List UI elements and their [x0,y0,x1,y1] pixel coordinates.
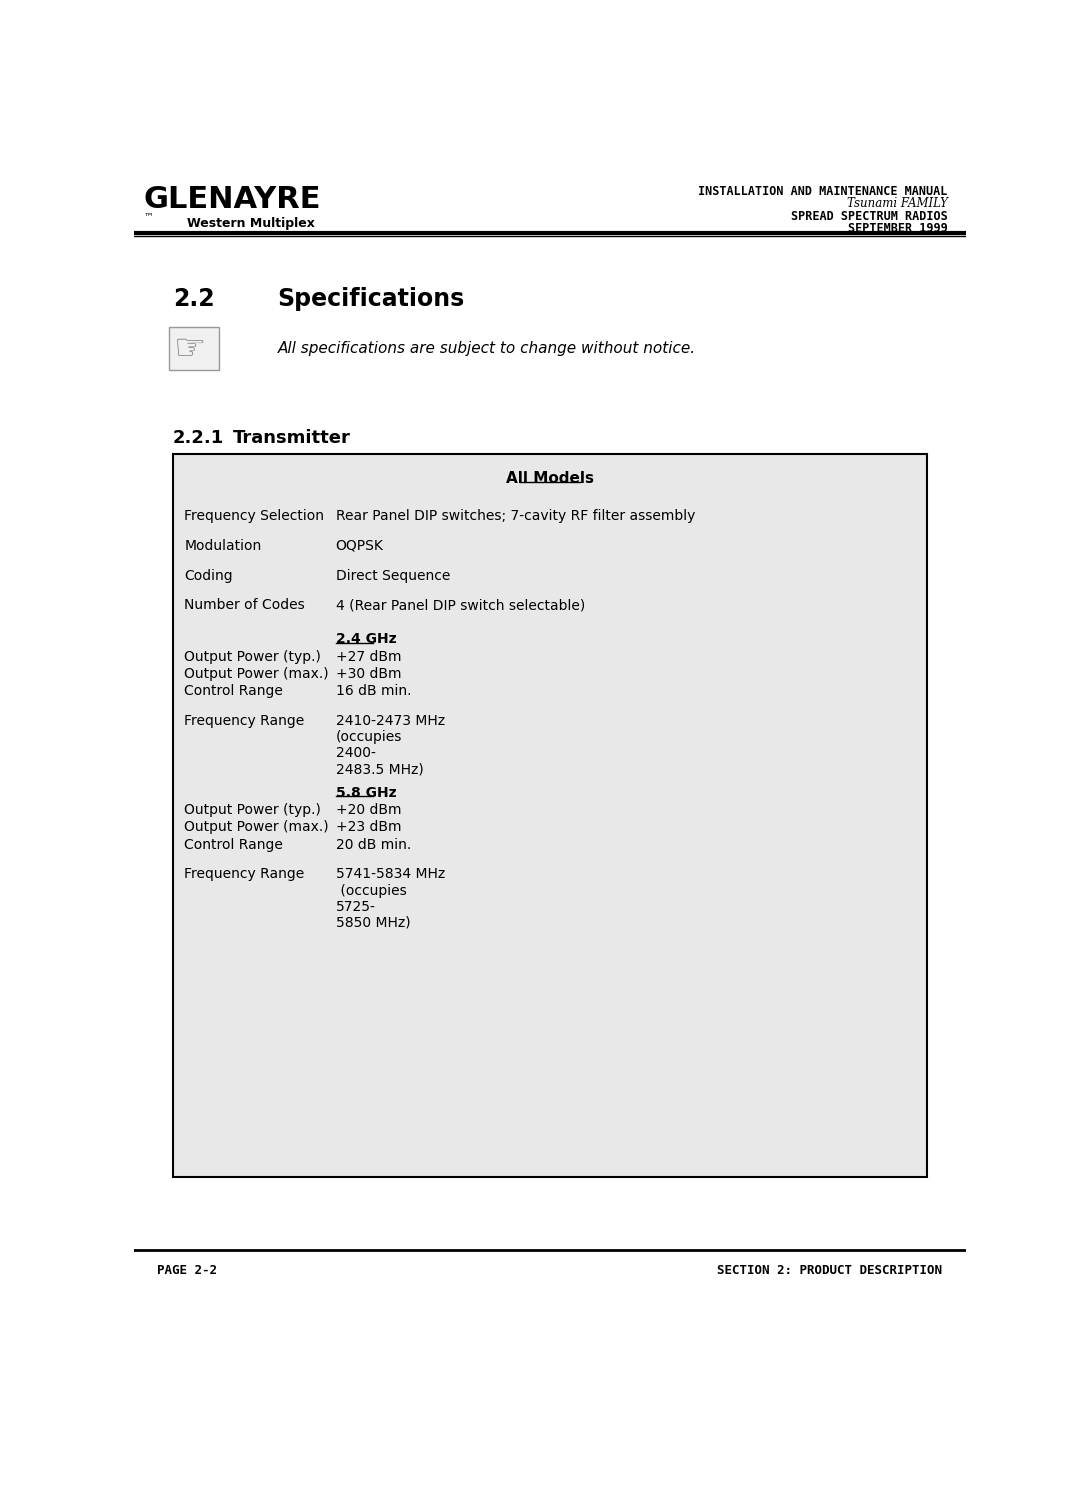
Text: SPREAD SPECTRUM RADIOS: SPREAD SPECTRUM RADIOS [791,210,947,222]
Text: GLENAYRE: GLENAYRE [144,185,321,215]
Text: Output Power (typ.): Output Power (typ.) [185,650,322,663]
Text: 5741-5834 MHz
 (occupies
5725-
5850 MHz): 5741-5834 MHz (occupies 5725- 5850 MHz) [336,868,445,930]
Text: INSTALLATION AND MAINTENANCE MANUAL: INSTALLATION AND MAINTENANCE MANUAL [699,185,947,198]
Text: 16 dB min.: 16 dB min. [336,684,411,698]
Text: ☞: ☞ [174,331,206,365]
Text: Western Multiplex: Western Multiplex [187,218,314,231]
Text: 4 (Rear Panel DIP switch selectable): 4 (Rear Panel DIP switch selectable) [336,598,585,613]
Text: All Models: All Models [505,471,594,486]
Text: Tsunami FAMILY: Tsunami FAMILY [847,197,947,210]
Text: Frequency Range: Frequency Range [185,714,305,728]
Text: Transmitter: Transmitter [233,429,351,447]
Text: 2.2.1: 2.2.1 [173,429,224,447]
Text: Output Power (max.): Output Power (max.) [185,820,329,835]
Text: 20 dB min.: 20 dB min. [336,838,411,851]
Text: Output Power (typ.): Output Power (typ.) [185,804,322,817]
Text: +20 dBm: +20 dBm [336,804,401,817]
Text: Control Range: Control Range [185,838,283,851]
Text: Direct Sequence: Direct Sequence [336,568,450,583]
Text: Frequency Selection: Frequency Selection [185,510,324,523]
Text: Frequency Range: Frequency Range [185,868,305,881]
Text: SEPTEMBER 1999: SEPTEMBER 1999 [848,222,947,236]
Text: Output Power (max.): Output Power (max.) [185,666,329,681]
Bar [173,453,927,1176]
Text: Coding: Coding [185,568,233,583]
Text: 2410-2473 MHz
(occupies
2400-
2483.5 MHz): 2410-2473 MHz (occupies 2400- 2483.5 MHz… [336,714,444,777]
Text: +27 dBm: +27 dBm [336,650,401,663]
Text: +30 dBm: +30 dBm [336,666,401,681]
Text: Control Range: Control Range [185,684,283,698]
Text: OQPSK: OQPSK [336,538,383,553]
Text: 2.4 GHz: 2.4 GHz [336,632,396,647]
Text: All specifications are subject to change without notice.: All specifications are subject to change… [278,341,695,356]
Text: 5.8 GHz: 5.8 GHz [336,786,396,799]
Text: ™: ™ [144,212,153,221]
Text: 2.2: 2.2 [173,286,215,310]
Bar [170,327,219,370]
Text: SECTION 2: PRODUCT DESCRIPTION: SECTION 2: PRODUCT DESCRIPTION [718,1264,942,1276]
Text: +23 dBm: +23 dBm [336,820,401,835]
Text: Specifications: Specifications [278,286,465,310]
Text: Rear Panel DIP switches; 7-cavity RF filter assembly: Rear Panel DIP switches; 7-cavity RF fil… [336,510,695,523]
Text: Modulation: Modulation [185,538,262,553]
Text: Number of Codes: Number of Codes [185,598,305,613]
Text: PAGE 2-2: PAGE 2-2 [158,1264,218,1276]
